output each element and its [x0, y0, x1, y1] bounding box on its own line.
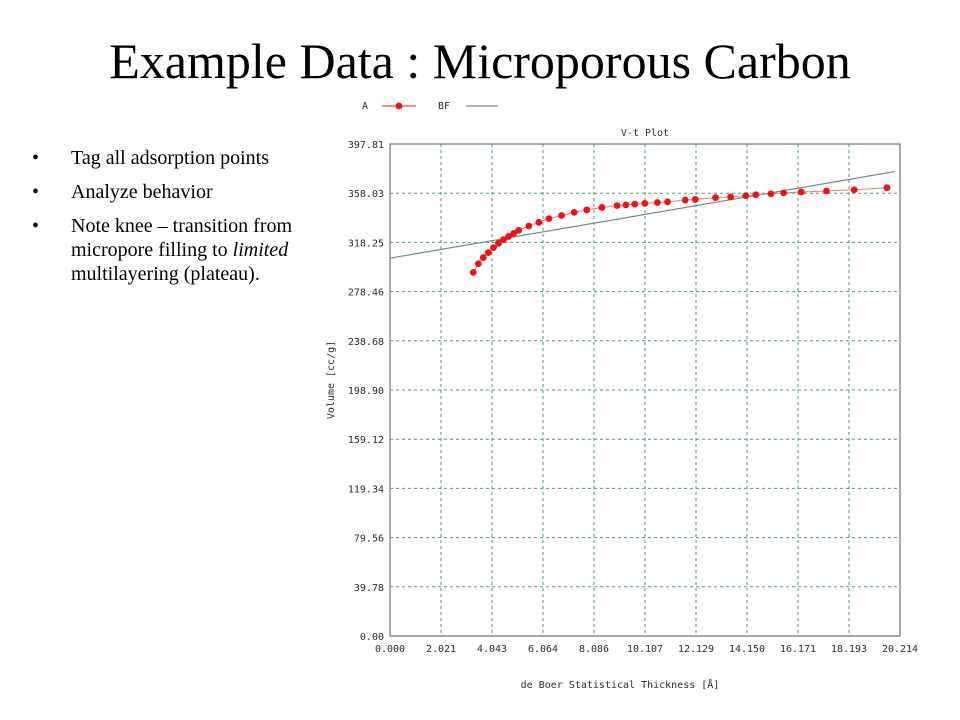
data-point — [780, 189, 787, 197]
x-tick-label: 20.214 — [882, 644, 918, 655]
x-tick-label: 12.129 — [678, 644, 714, 655]
y-tick-label: 397.81 — [348, 140, 384, 151]
data-point — [631, 200, 639, 208]
data-point — [535, 218, 543, 226]
bullet-item: • Analyze behavior — [30, 180, 320, 204]
vt-chart-svg: A BF V-t Plot 0.000 2.021 4.043 6.064 8.086 10… — [326, 101, 918, 691]
data-point — [500, 236, 507, 244]
y-tick-label: 278.46 — [348, 288, 384, 299]
data-point — [641, 199, 649, 207]
y-tick-label: 39.78 — [354, 583, 384, 594]
bullet-text-part: Note knee – transition from micropore fi… — [71, 215, 293, 261]
bullet-text-part: multilayering (plateau). — [71, 263, 260, 285]
data-point — [474, 260, 482, 268]
y-tick-label: 238.68 — [348, 337, 384, 348]
x-tick-label: 0.000 — [375, 644, 405, 655]
x-tick-label: 14.150 — [729, 644, 765, 655]
fit-line-series — [389, 171, 895, 259]
data-point — [469, 268, 477, 276]
data-point — [883, 184, 891, 192]
y-tick-label: 79.56 — [354, 534, 384, 545]
data-point — [622, 201, 630, 209]
y-axis-label: Volume [cc/g] — [326, 341, 337, 419]
data-point — [727, 193, 735, 201]
bullet-text: Note knee – transition from micropore fi… — [71, 215, 292, 285]
legend-label-bf: BF — [438, 101, 450, 112]
y-tick-label: 358.03 — [348, 189, 384, 200]
bullet-text: Analyze behavior — [71, 181, 213, 203]
x-tick-labels: 0.000 2.021 4.043 6.064 8.086 10.107 12.129 14.… — [375, 644, 918, 655]
y-tick-label: 159.12 — [348, 435, 384, 446]
data-point — [752, 191, 760, 199]
slide-title: Example Data : Microporous Carbon — [109, 33, 851, 89]
bullet-item: • Note knee – transition from micropore … — [30, 214, 320, 286]
data-point — [742, 192, 750, 200]
data-point — [558, 212, 565, 219]
vt-chart: A BF V-t Plot 0.000 2.021 4.043 6.064 8.086 10… — [320, 96, 920, 716]
data-point — [654, 199, 661, 206]
data-point — [664, 198, 671, 206]
bullet-item: • Tag all adsorption points — [30, 146, 320, 170]
bullet-marker: • — [32, 215, 40, 237]
chart-legend: A BF — [362, 101, 498, 112]
legend-label-a: A — [362, 101, 368, 112]
data-point — [613, 202, 621, 210]
y-tick-label: 119.34 — [348, 484, 384, 495]
legend-swatch-marker-a — [395, 102, 403, 110]
x-tick-label: 4.043 — [477, 644, 507, 655]
data-point — [525, 222, 533, 230]
y-tick-label: 0.00 — [360, 632, 384, 643]
data-point — [515, 226, 523, 234]
x-tick-label: 2.021 — [426, 644, 456, 655]
data-point — [767, 190, 775, 198]
data-point — [490, 244, 497, 252]
data-point — [570, 209, 578, 216]
x-tick-label: 6.064 — [528, 644, 558, 655]
data-point — [545, 215, 553, 222]
data-point — [850, 186, 858, 194]
data-point — [681, 196, 689, 204]
bullet-text-italic: limited — [232, 239, 289, 261]
x-tick-label: 16.171 — [780, 644, 816, 655]
chart-title: V-t Plot — [621, 128, 669, 139]
chart-grid — [389, 143, 901, 637]
data-point — [712, 194, 719, 201]
best-fit-line — [389, 171, 895, 259]
data-point — [495, 239, 502, 247]
x-tick-label: 10.107 — [627, 644, 663, 655]
data-point — [505, 233, 512, 240]
data-point — [823, 187, 830, 195]
data-point — [583, 206, 591, 214]
data-point-series — [469, 184, 891, 276]
data-point — [691, 196, 699, 203]
bullet-marker: • — [32, 147, 40, 169]
x-tick-label: 18.193 — [831, 644, 867, 655]
data-connector-line — [472, 187, 888, 273]
y-tick-labels: 0.00 39.78 79.56 119.34 159.12 198.90 238.68 27… — [348, 140, 384, 643]
y-tick-label: 198.90 — [348, 386, 384, 397]
data-point — [797, 188, 805, 196]
bullet-marker: • — [32, 181, 40, 203]
x-axis-label: de Boer Statistical Thickness [Å] — [521, 678, 720, 691]
bullet-text: Tag all adsorption points — [71, 147, 270, 169]
data-point — [598, 204, 606, 211]
data-point — [484, 249, 492, 257]
x-tick-label: 8.086 — [579, 644, 609, 655]
data-point — [479, 254, 487, 261]
data-point — [510, 230, 518, 237]
y-tick-label: 318.25 — [348, 238, 384, 249]
bullet-list: • Tag all adsorption points • Analyze be… — [30, 146, 320, 296]
